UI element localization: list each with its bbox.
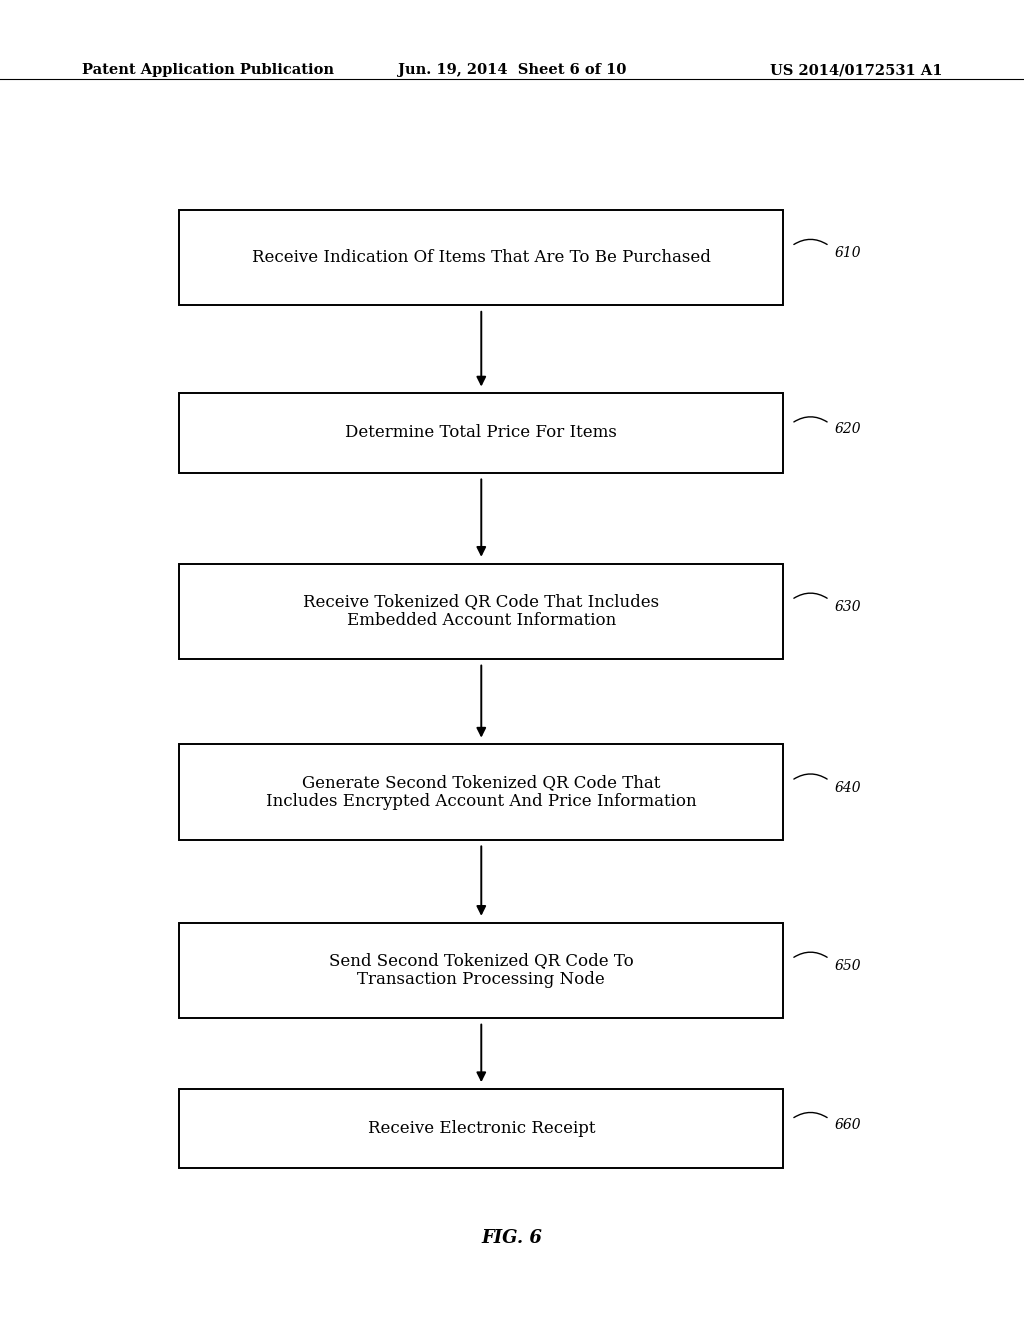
Text: 640: 640 xyxy=(835,781,861,795)
Text: FIG. 6: FIG. 6 xyxy=(481,1229,543,1247)
Bar xyxy=(179,210,783,305)
Text: 620: 620 xyxy=(835,422,861,436)
Text: Determine Total Price For Items: Determine Total Price For Items xyxy=(345,425,617,441)
Text: Jun. 19, 2014  Sheet 6 of 10: Jun. 19, 2014 Sheet 6 of 10 xyxy=(397,63,627,78)
Bar xyxy=(179,393,783,473)
Text: Receive Electronic Receipt: Receive Electronic Receipt xyxy=(368,1121,595,1137)
Text: Receive Indication Of Items That Are To Be Purchased: Receive Indication Of Items That Are To … xyxy=(252,249,711,265)
Bar xyxy=(179,923,783,1018)
Bar xyxy=(179,744,783,840)
Bar xyxy=(179,1089,783,1168)
Text: Generate Second Tokenized QR Code That
Includes Encrypted Account And Price Info: Generate Second Tokenized QR Code That I… xyxy=(266,774,696,810)
Text: Send Second Tokenized QR Code To
Transaction Processing Node: Send Second Tokenized QR Code To Transac… xyxy=(329,952,634,989)
Text: US 2014/0172531 A1: US 2014/0172531 A1 xyxy=(770,63,942,78)
Text: 630: 630 xyxy=(835,601,861,614)
Text: 660: 660 xyxy=(835,1118,861,1131)
Bar xyxy=(179,564,783,659)
Text: Patent Application Publication: Patent Application Publication xyxy=(82,63,334,78)
Text: 610: 610 xyxy=(835,247,861,260)
Text: Receive Tokenized QR Code That Includes
Embedded Account Information: Receive Tokenized QR Code That Includes … xyxy=(303,593,659,630)
Text: 650: 650 xyxy=(835,960,861,973)
